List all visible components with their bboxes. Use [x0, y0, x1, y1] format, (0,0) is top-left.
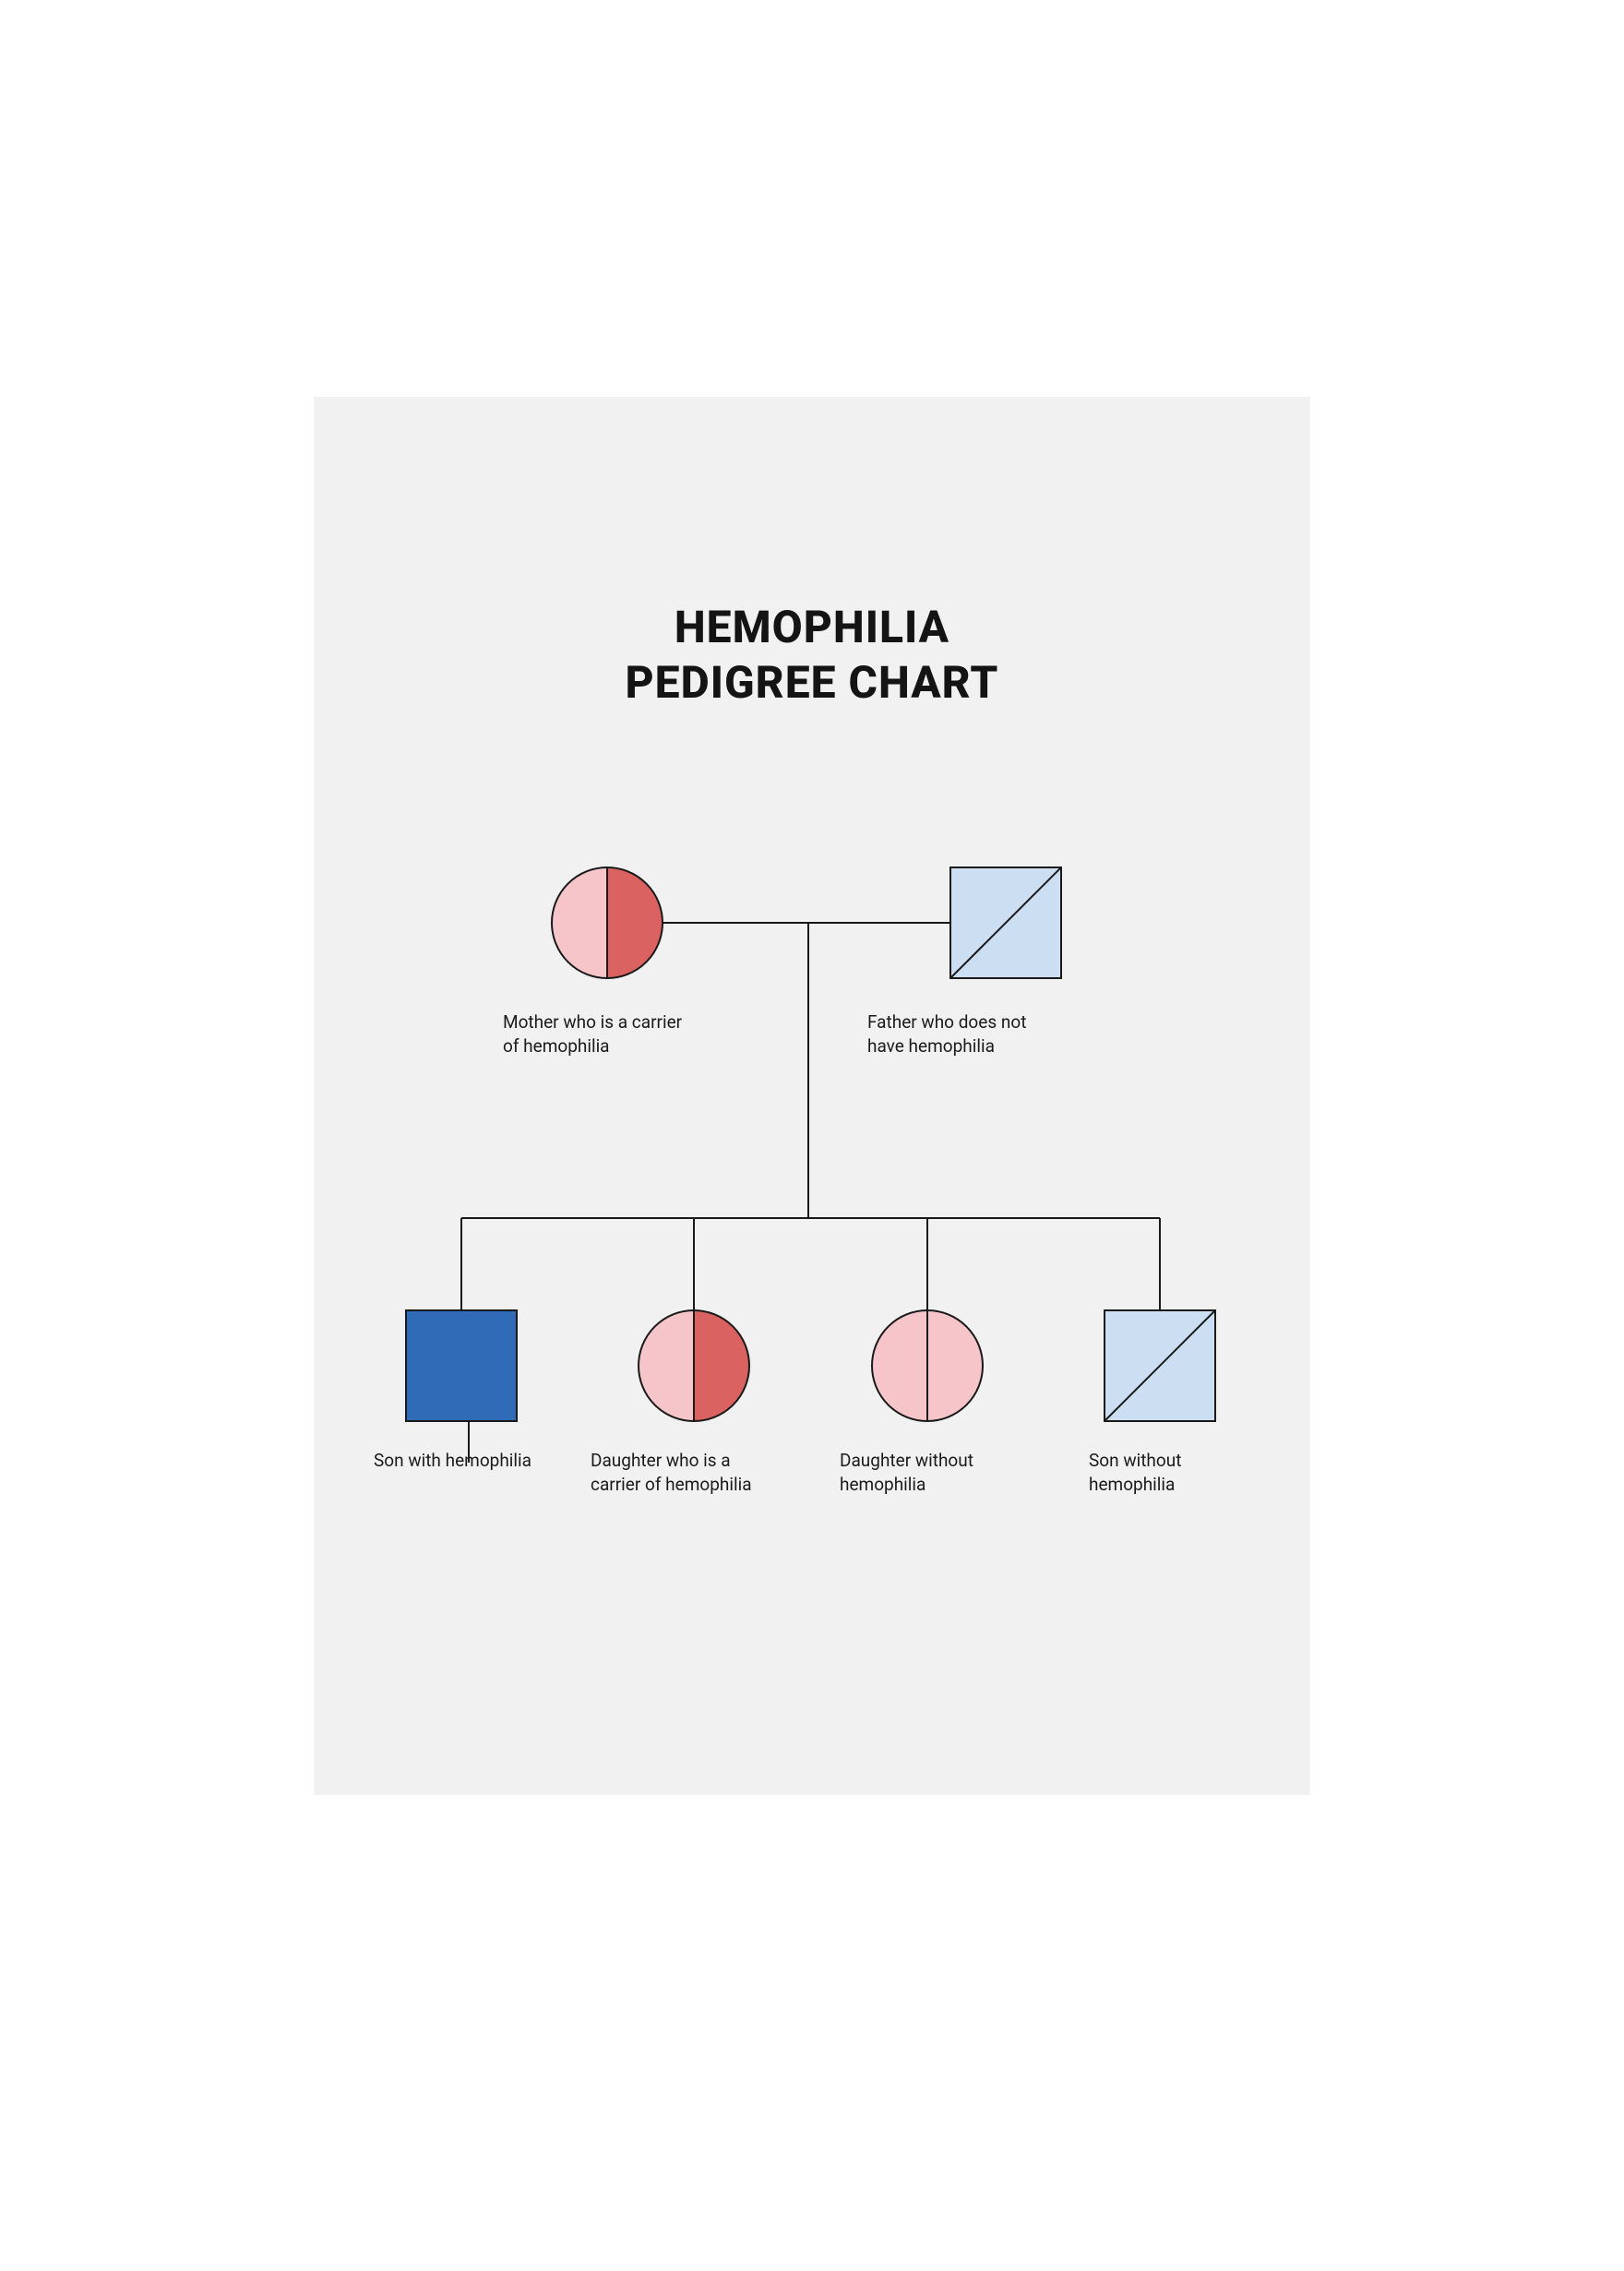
label-daughter-unaffected: Daughter withouthemophilia: [840, 1449, 1043, 1496]
pedigree-diagram: [314, 397, 1310, 1795]
page: HEMOPHILIA PEDIGREE CHART Mother who is …: [0, 0, 1624, 2271]
label-son-affected: Son with hemophilia: [374, 1449, 595, 1473]
label-mother: Mother who is a carrierof hemophilia: [503, 1010, 743, 1058]
chart-card: HEMOPHILIA PEDIGREE CHART Mother who is …: [314, 397, 1310, 1795]
label-daughter-carrier: Daughter who is acarrier of hemophilia: [591, 1449, 803, 1496]
label-son-unaffected: Son withouthemophilia: [1089, 1449, 1273, 1496]
label-father: Father who does nothave hemophilia: [867, 1010, 1107, 1058]
